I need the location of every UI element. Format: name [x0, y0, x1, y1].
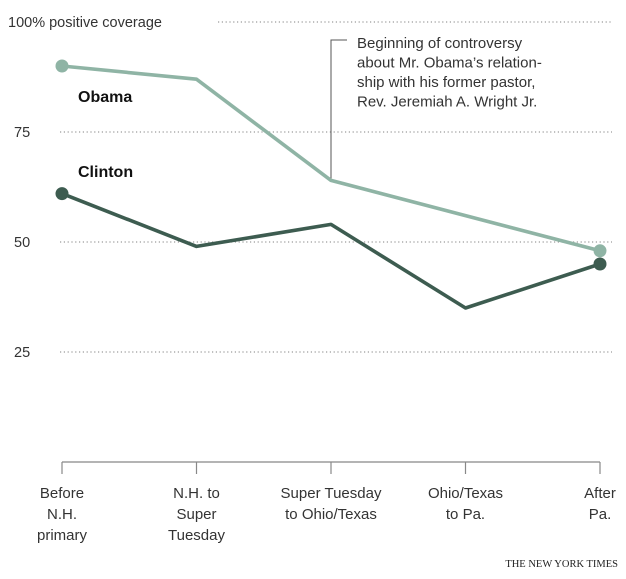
y-tick-label-50: 50: [14, 235, 30, 251]
x-tick-label: Pa.: [589, 506, 612, 523]
annotation-text-line: ship with his former pastor,: [357, 74, 535, 91]
x-tick-label: N.H.: [47, 506, 77, 523]
series-line-clinton: [60, 191, 602, 310]
y-tick-label-25: 25: [14, 345, 30, 361]
annotation-text-line: Rev. Jeremiah A. Wright Jr.: [357, 94, 537, 111]
x-tick-label: N.H. to: [173, 485, 220, 502]
y-tick-labels: 100% positive coverage 75 50 25: [8, 15, 162, 361]
x-tick-label: Before: [40, 485, 84, 502]
x-tick-label: to Pa.: [446, 506, 485, 523]
x-tick-label: After: [584, 485, 616, 502]
x-tick-label: Super: [176, 506, 216, 523]
series-labels: Obama Clinton: [78, 89, 133, 181]
y-tick-label-100: 100% positive coverage: [8, 15, 162, 31]
series-lines: [55, 59, 607, 310]
series-end-point: [593, 257, 607, 271]
series-label: Clinton: [78, 164, 133, 181]
series-start-point: [55, 187, 69, 201]
annotation-text-line: about Mr. Obama’s relation-: [357, 55, 542, 72]
annotation: Beginning of controversy about Mr. Obama’…: [330, 35, 542, 181]
x-axis: Before N.H. primary N.H. to Super Tuesday Supe…: [37, 461, 616, 544]
annotation-leader-line: [330, 39, 347, 181]
annotation-text-line: Beginning of controversy: [357, 35, 523, 52]
x-tick-label: Super Tuesday: [281, 485, 382, 502]
y-tick-label-75: 75: [14, 125, 30, 141]
series-start-point: [55, 59, 69, 73]
series-line-obama: [60, 64, 602, 253]
credit-text: THE NEW YORK TIMES: [505, 559, 618, 570]
x-tick-label: to Ohio/Texas: [285, 506, 377, 523]
x-tick-label: Ohio/Texas: [428, 485, 503, 502]
series-end-point: [593, 244, 607, 258]
gridlines: [60, 21, 612, 353]
x-tick-label: primary: [37, 527, 88, 544]
series-label: Obama: [78, 89, 132, 106]
x-tick-label: Tuesday: [168, 527, 225, 544]
